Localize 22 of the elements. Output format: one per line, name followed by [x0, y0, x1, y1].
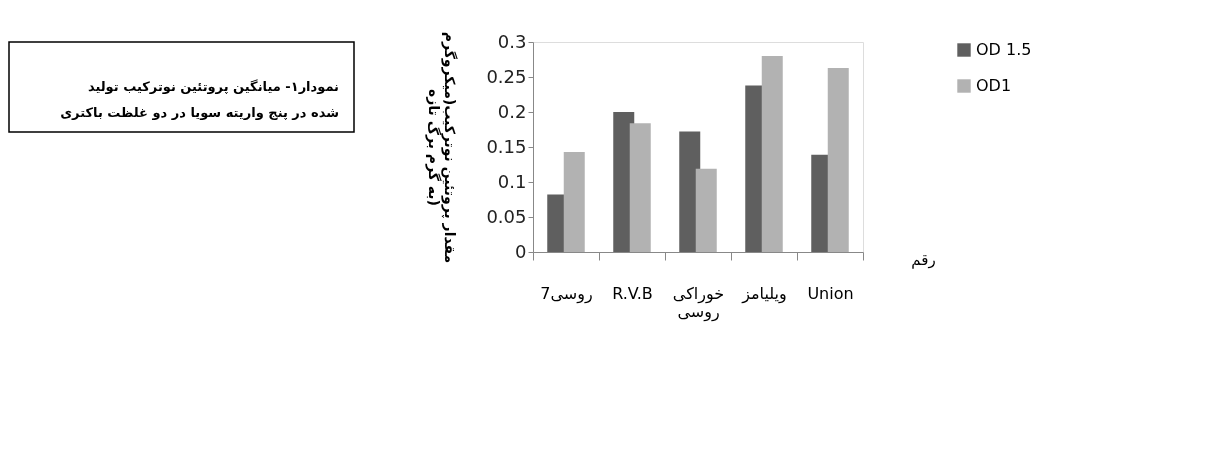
- y-tick-label: 0.15: [486, 135, 527, 157]
- y-tick-label: 0.3: [497, 30, 527, 52]
- legend-label: OD 1.5: [976, 40, 1032, 59]
- legend-label: OD1: [976, 76, 1012, 95]
- x-tick-label: Union: [807, 283, 854, 303]
- bar: [629, 123, 651, 252]
- bar: [761, 56, 783, 252]
- y-tick-label: 0.05: [486, 205, 527, 227]
- x-tick-label: خوراکی روسی: [672, 283, 725, 322]
- bar: [827, 67, 849, 252]
- text: نمودار۱- میانگین پروتئین نوترکیب تولید شده در پنج واریته سویا در دو غلظت باکتری: [60, 79, 339, 120]
- y-tick-label: 0.1: [497, 170, 527, 192]
- y-tick-label: 0.2: [497, 100, 527, 122]
- bar: [695, 168, 717, 252]
- x-tick-label: روسی7: [540, 283, 593, 304]
- y-axis-title: مقدار پروتئین نوترکیب(میکروگرم به گرم برگ تازه): [425, 31, 459, 264]
- x-tick-label: R.V.B: [612, 283, 653, 303]
- x-tick-label: ویلیامز: [741, 283, 787, 304]
- bar: [563, 151, 585, 252]
- y-tick-label: 0: [515, 240, 527, 262]
- y-tick-label: 0.25: [486, 65, 527, 87]
- x-axis-title: رقم: [911, 250, 936, 269]
